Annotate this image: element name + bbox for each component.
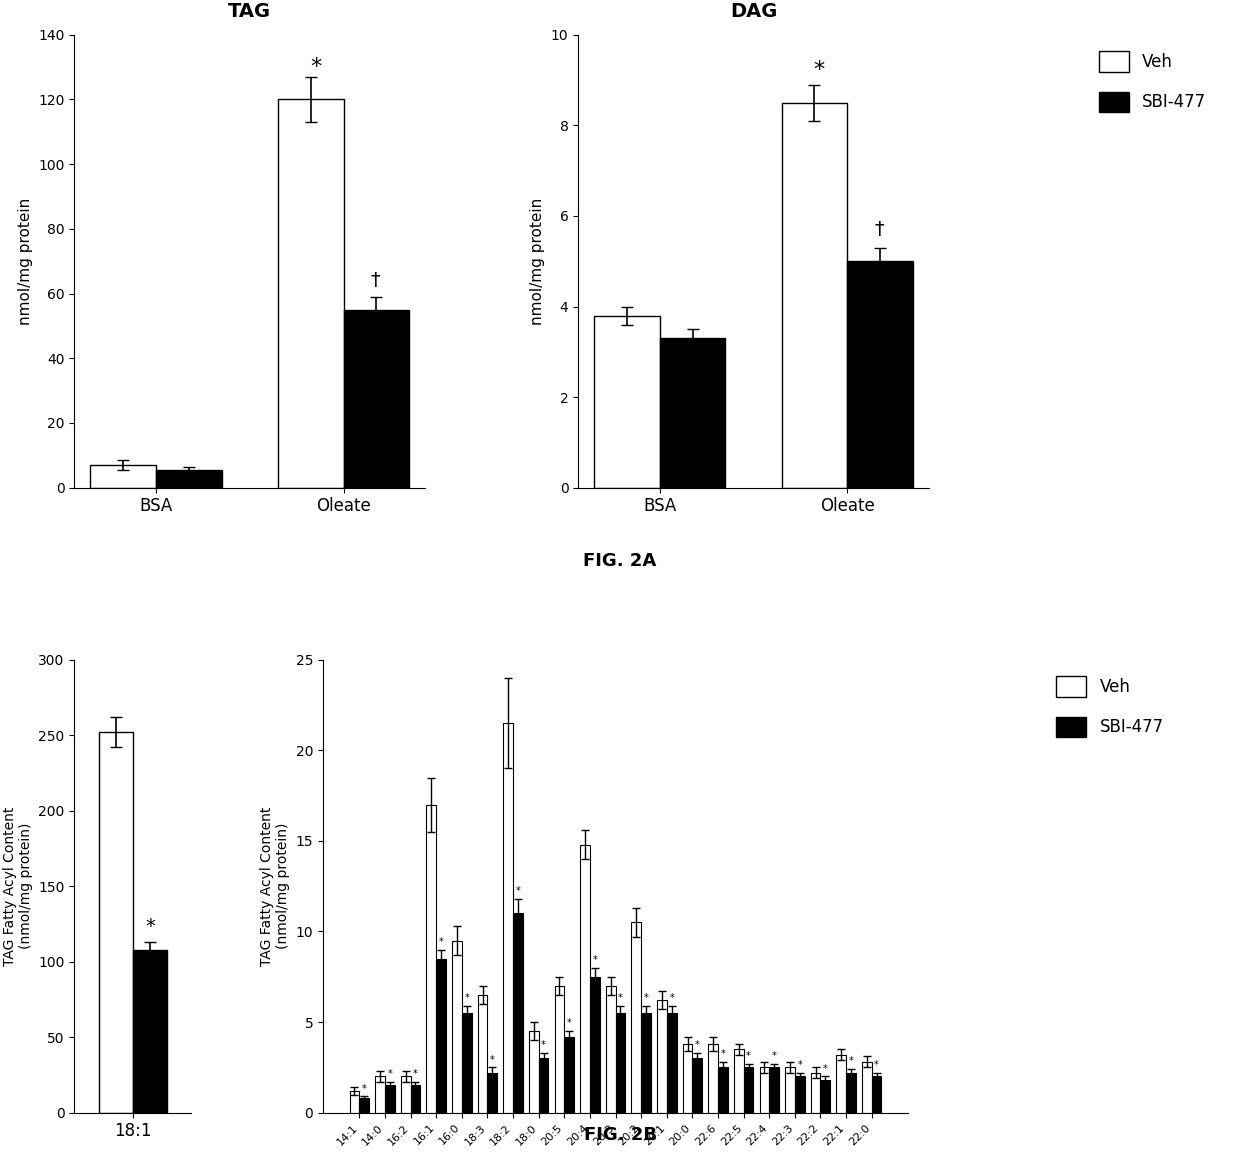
Text: *: * xyxy=(771,1051,776,1060)
Bar xyxy=(862,1062,872,1113)
Y-axis label: nmol/mg protein: nmol/mg protein xyxy=(17,197,32,325)
Bar xyxy=(410,1086,420,1113)
Bar xyxy=(453,941,461,1113)
Bar xyxy=(350,1091,360,1113)
Text: FIG. 2B: FIG. 2B xyxy=(584,1127,656,1144)
Bar xyxy=(641,1013,651,1113)
Bar xyxy=(133,949,167,1113)
Y-axis label: TAG Fatty Acyl Content
(nmol/mg protein): TAG Fatty Acyl Content (nmol/mg protein) xyxy=(260,807,290,965)
Text: *: * xyxy=(823,1064,828,1073)
Text: *: * xyxy=(746,1051,751,1060)
Text: *: * xyxy=(362,1084,367,1094)
Bar xyxy=(91,465,156,488)
Text: *: * xyxy=(644,993,649,1003)
Bar xyxy=(384,1086,394,1113)
Text: *: * xyxy=(848,1057,853,1066)
Text: *: * xyxy=(387,1069,392,1079)
Bar xyxy=(477,994,487,1113)
Bar xyxy=(513,913,523,1113)
Text: †: † xyxy=(874,219,884,239)
Text: *: * xyxy=(145,917,155,936)
Bar xyxy=(376,1077,384,1113)
Bar xyxy=(744,1067,754,1113)
Text: DAG: DAG xyxy=(730,1,777,21)
Text: *: * xyxy=(797,1060,802,1070)
Bar xyxy=(769,1067,779,1113)
Y-axis label: nmol/mg protein: nmol/mg protein xyxy=(531,197,546,325)
Bar xyxy=(594,315,660,488)
Bar xyxy=(99,732,133,1113)
Bar xyxy=(278,100,343,488)
Bar xyxy=(821,1080,831,1113)
Bar xyxy=(811,1073,821,1113)
Legend: Veh, SBI-477: Veh, SBI-477 xyxy=(1090,43,1214,121)
Bar xyxy=(343,309,409,488)
Bar xyxy=(760,1067,769,1113)
Bar xyxy=(529,1032,538,1113)
Text: *: * xyxy=(439,936,444,947)
Bar xyxy=(708,1044,718,1113)
Bar xyxy=(615,1013,625,1113)
Text: *: * xyxy=(567,1019,572,1028)
Bar xyxy=(461,1013,471,1113)
Bar xyxy=(554,986,564,1113)
Text: *: * xyxy=(618,993,622,1003)
Bar xyxy=(692,1058,702,1113)
Text: *: * xyxy=(310,57,321,76)
Bar xyxy=(785,1067,795,1113)
Bar xyxy=(683,1044,692,1113)
Bar xyxy=(872,1077,882,1113)
Text: *: * xyxy=(413,1069,418,1079)
Text: *: * xyxy=(874,1060,879,1070)
Bar xyxy=(590,977,600,1113)
Bar xyxy=(427,804,436,1113)
Bar xyxy=(487,1073,497,1113)
Bar xyxy=(631,923,641,1113)
Text: *: * xyxy=(516,887,521,896)
Bar xyxy=(156,469,222,488)
Bar xyxy=(781,103,847,488)
Text: TAG: TAG xyxy=(228,1,272,21)
Bar xyxy=(360,1098,370,1113)
Bar xyxy=(847,261,913,488)
Bar xyxy=(538,1058,548,1113)
Text: *: * xyxy=(593,955,598,965)
Y-axis label: TAG Fatty Acyl Content
(nmol/mg protein): TAG Fatty Acyl Content (nmol/mg protein) xyxy=(2,807,32,965)
Bar xyxy=(503,723,513,1113)
Bar xyxy=(718,1067,728,1113)
Bar xyxy=(660,338,725,488)
Bar xyxy=(734,1049,744,1113)
Bar xyxy=(564,1036,574,1113)
Text: *: * xyxy=(720,1049,725,1059)
Text: FIG. 2A: FIG. 2A xyxy=(583,552,657,569)
Text: *: * xyxy=(813,60,825,80)
Text: *: * xyxy=(670,993,675,1003)
Bar xyxy=(657,1000,667,1113)
Bar xyxy=(606,986,615,1113)
Legend: Veh, SBI-477: Veh, SBI-477 xyxy=(1048,668,1172,745)
Bar xyxy=(846,1073,856,1113)
Text: *: * xyxy=(464,993,469,1003)
Bar xyxy=(580,845,590,1113)
Bar xyxy=(401,1077,410,1113)
Bar xyxy=(837,1055,846,1113)
Bar xyxy=(667,1013,677,1113)
Bar xyxy=(436,958,446,1113)
Text: *: * xyxy=(541,1040,546,1050)
Text: *: * xyxy=(490,1055,495,1065)
Bar xyxy=(795,1077,805,1113)
Text: *: * xyxy=(694,1040,699,1050)
Text: †: † xyxy=(371,271,381,290)
